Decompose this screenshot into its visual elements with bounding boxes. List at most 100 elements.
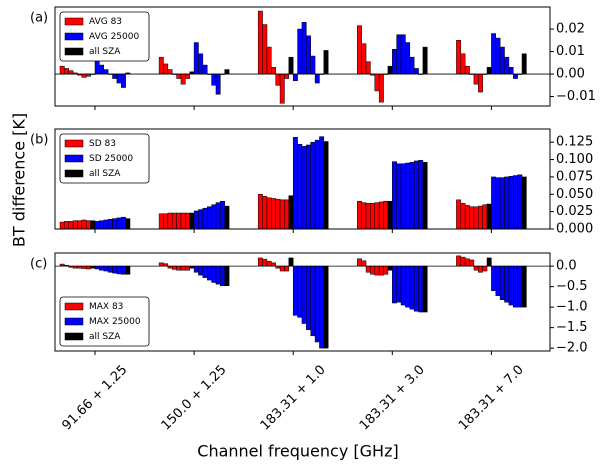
bar [422,46,428,75]
y-tick-label: −1.5 [556,320,588,335]
bar [262,258,268,267]
bar [193,265,199,273]
bar [405,162,411,230]
bar [116,73,122,84]
y-axis-label: BT difference [K] [10,113,29,247]
bar [158,56,164,75]
bar [314,265,320,343]
legend-swatch [64,17,84,26]
bar [504,56,510,75]
bar [409,265,415,310]
bar [495,37,501,75]
bar [365,265,371,273]
bar [396,265,402,303]
bar [266,46,272,75]
bar [374,265,380,276]
plot-area: −0.01 0.00 0.01 0.02 (a) [30,6,596,110]
bar [189,212,195,230]
bar [185,265,190,271]
bar [469,206,475,230]
bar [469,259,475,267]
bar [59,221,65,230]
bar [456,199,462,230]
bar [517,174,523,230]
legend-label: AVG 83 [89,17,122,27]
bar [301,146,307,230]
y-tick-label: 0.02 [556,22,585,37]
bar [193,42,199,75]
legend: AVG 83 AVG 25000 all SZA [59,11,150,62]
bar [323,50,329,75]
bar [220,200,225,230]
bar [378,201,384,230]
bar [504,265,510,303]
bar [491,176,497,230]
bar [64,68,69,75]
legend-label: MAX 25000 [89,317,141,327]
panel-label: (c) [30,257,47,272]
y-tick-label: 0.100 [556,152,593,167]
y-tick-label: 0.025 [556,204,593,219]
bar [478,73,483,93]
bar [409,162,415,230]
bar [473,73,479,85]
legend-label: SD 83 [89,139,116,149]
x-tick-label: 183.31 + 3.0 [357,363,428,434]
bar [422,265,428,313]
bar [176,212,182,230]
bar [464,65,470,75]
panel-label: (a) [30,11,48,26]
y-tick-label: 0.00 [556,67,585,82]
bar [167,69,173,75]
bar [319,136,325,230]
bar [370,265,376,275]
bar [94,221,100,230]
bar [185,73,190,79]
bar [211,73,217,86]
bar [292,137,298,230]
bar [491,265,497,291]
bar [357,258,362,267]
bar [72,220,78,230]
bar [257,194,263,230]
legend-label: all SZA [89,47,121,57]
bar [103,219,109,230]
bar [279,265,285,272]
bar [499,265,505,300]
bar [176,73,182,79]
bar [284,265,290,272]
bar [99,64,104,75]
x-tick-label: 183.31 + 7.0 [456,363,527,434]
bar [103,69,109,75]
bar [107,265,113,273]
bar [392,49,397,75]
bar [306,265,311,330]
bar [464,205,470,230]
y-tick-label: 0.050 [556,187,593,202]
legend-label: AVG 25000 [89,32,139,42]
y-tick-label: −1.0 [556,300,588,315]
bar [456,40,462,75]
bar [365,61,371,75]
bar [422,162,428,230]
bar [275,198,281,230]
bar [99,220,104,230]
bar [478,205,483,230]
y-tick-label: 0.125 [556,135,593,150]
legend: SD 83 SD 25000 all SZA [59,133,150,184]
bar [374,202,380,230]
bar [198,53,204,75]
bar [275,73,281,86]
legend-label: all SZA [89,169,121,179]
bar [314,139,320,230]
bar [103,265,109,272]
bar [211,204,217,230]
bar [215,202,221,230]
legend-label: SD 25000 [89,154,133,164]
legend-label: all SZA [89,332,121,342]
bar [257,10,263,75]
bar [206,206,212,230]
bar [357,25,362,75]
bar [396,34,402,75]
bar [262,24,268,75]
